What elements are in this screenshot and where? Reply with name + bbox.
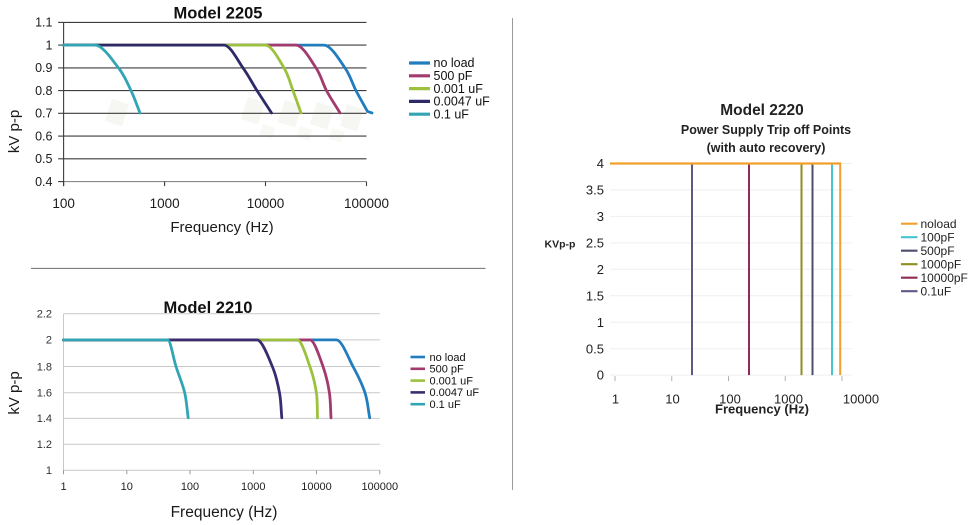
svg-text:3.5: 3.5 xyxy=(586,183,604,198)
svg-text:0.8: 0.8 xyxy=(35,84,52,98)
svg-text:Model 2210: Model 2210 xyxy=(164,299,253,317)
svg-text:1.6: 1.6 xyxy=(37,388,52,400)
svg-text:KVp-p: KVp-p xyxy=(545,239,576,251)
svg-text:3: 3 xyxy=(597,209,604,224)
svg-text:100pF: 100pF xyxy=(921,230,955,244)
svg-text:10: 10 xyxy=(665,392,679,407)
svg-text:0.0047 uF: 0.0047 uF xyxy=(434,95,491,109)
svg-text:2.2: 2.2 xyxy=(37,309,52,321)
svg-text:1000pF: 1000pF xyxy=(921,257,962,271)
svg-text:1.4: 1.4 xyxy=(37,413,52,425)
svg-text:100000: 100000 xyxy=(344,196,389,211)
svg-text:Frequency (Hz): Frequency (Hz) xyxy=(170,219,273,236)
svg-text:1.1: 1.1 xyxy=(35,16,52,30)
svg-text:10000pF: 10000pF xyxy=(921,271,968,285)
svg-text:100: 100 xyxy=(181,481,199,493)
svg-text:1.5: 1.5 xyxy=(586,288,604,303)
svg-text:100000: 100000 xyxy=(361,481,398,493)
svg-text:10000: 10000 xyxy=(301,481,332,493)
svg-text:Model 2220: Model 2220 xyxy=(720,102,804,119)
svg-text:2.5: 2.5 xyxy=(586,236,604,251)
svg-text:Power Supply Trip off Points: Power Supply Trip off Points xyxy=(681,123,851,137)
svg-text:2: 2 xyxy=(597,262,604,277)
svg-text:no load: no load xyxy=(434,56,475,70)
svg-text:1.2: 1.2 xyxy=(37,439,52,451)
svg-text:0.5: 0.5 xyxy=(586,341,604,356)
svg-text:0.001 uF: 0.001 uF xyxy=(430,375,474,387)
svg-text:Frequency (Hz): Frequency (Hz) xyxy=(171,504,278,521)
svg-text:0.4: 0.4 xyxy=(35,175,52,189)
svg-text:0.0047 uF: 0.0047 uF xyxy=(430,387,480,399)
svg-text:1: 1 xyxy=(46,38,53,52)
svg-text:0.6: 0.6 xyxy=(35,129,52,143)
svg-text:1: 1 xyxy=(612,392,619,407)
svg-text:10000: 10000 xyxy=(843,392,879,407)
svg-text:1: 1 xyxy=(60,481,66,493)
svg-text:4: 4 xyxy=(597,156,604,171)
svg-text:500 pF: 500 pF xyxy=(430,364,465,376)
svg-text:500pF: 500pF xyxy=(921,244,955,258)
svg-text:noload: noload xyxy=(921,217,957,231)
svg-text:1.8: 1.8 xyxy=(37,361,52,373)
svg-text:0.1uF: 0.1uF xyxy=(921,284,952,298)
svg-text:0.001 uF: 0.001 uF xyxy=(434,82,484,96)
svg-text:Frequency (Hz): Frequency (Hz) xyxy=(715,402,809,417)
svg-text:0.7: 0.7 xyxy=(35,107,52,121)
svg-text:Model 2205: Model 2205 xyxy=(174,5,263,23)
svg-text:1000: 1000 xyxy=(150,196,180,211)
svg-text:0.9: 0.9 xyxy=(35,61,52,75)
svg-text:10: 10 xyxy=(121,481,133,493)
svg-text:1: 1 xyxy=(46,465,52,477)
svg-text:0: 0 xyxy=(597,368,604,383)
svg-text:0.1 uF: 0.1 uF xyxy=(434,107,470,121)
svg-text:no load: no load xyxy=(430,352,466,364)
svg-text:100: 100 xyxy=(52,196,75,211)
svg-text:10000: 10000 xyxy=(247,196,285,211)
svg-text:100: 100 xyxy=(719,392,741,407)
svg-text:1000: 1000 xyxy=(774,392,803,407)
svg-text:0.5: 0.5 xyxy=(35,152,52,166)
svg-text:500 pF: 500 pF xyxy=(434,69,473,83)
svg-text:(with auto recovery): (with auto recovery) xyxy=(707,141,826,155)
svg-text:kV p-p: kV p-p xyxy=(6,110,23,153)
svg-text:1: 1 xyxy=(597,315,604,330)
svg-text:0.1 uF: 0.1 uF xyxy=(430,399,461,411)
svg-text:1000: 1000 xyxy=(241,481,265,493)
svg-text:kV p-p: kV p-p xyxy=(6,371,23,414)
svg-text:2: 2 xyxy=(46,335,52,347)
